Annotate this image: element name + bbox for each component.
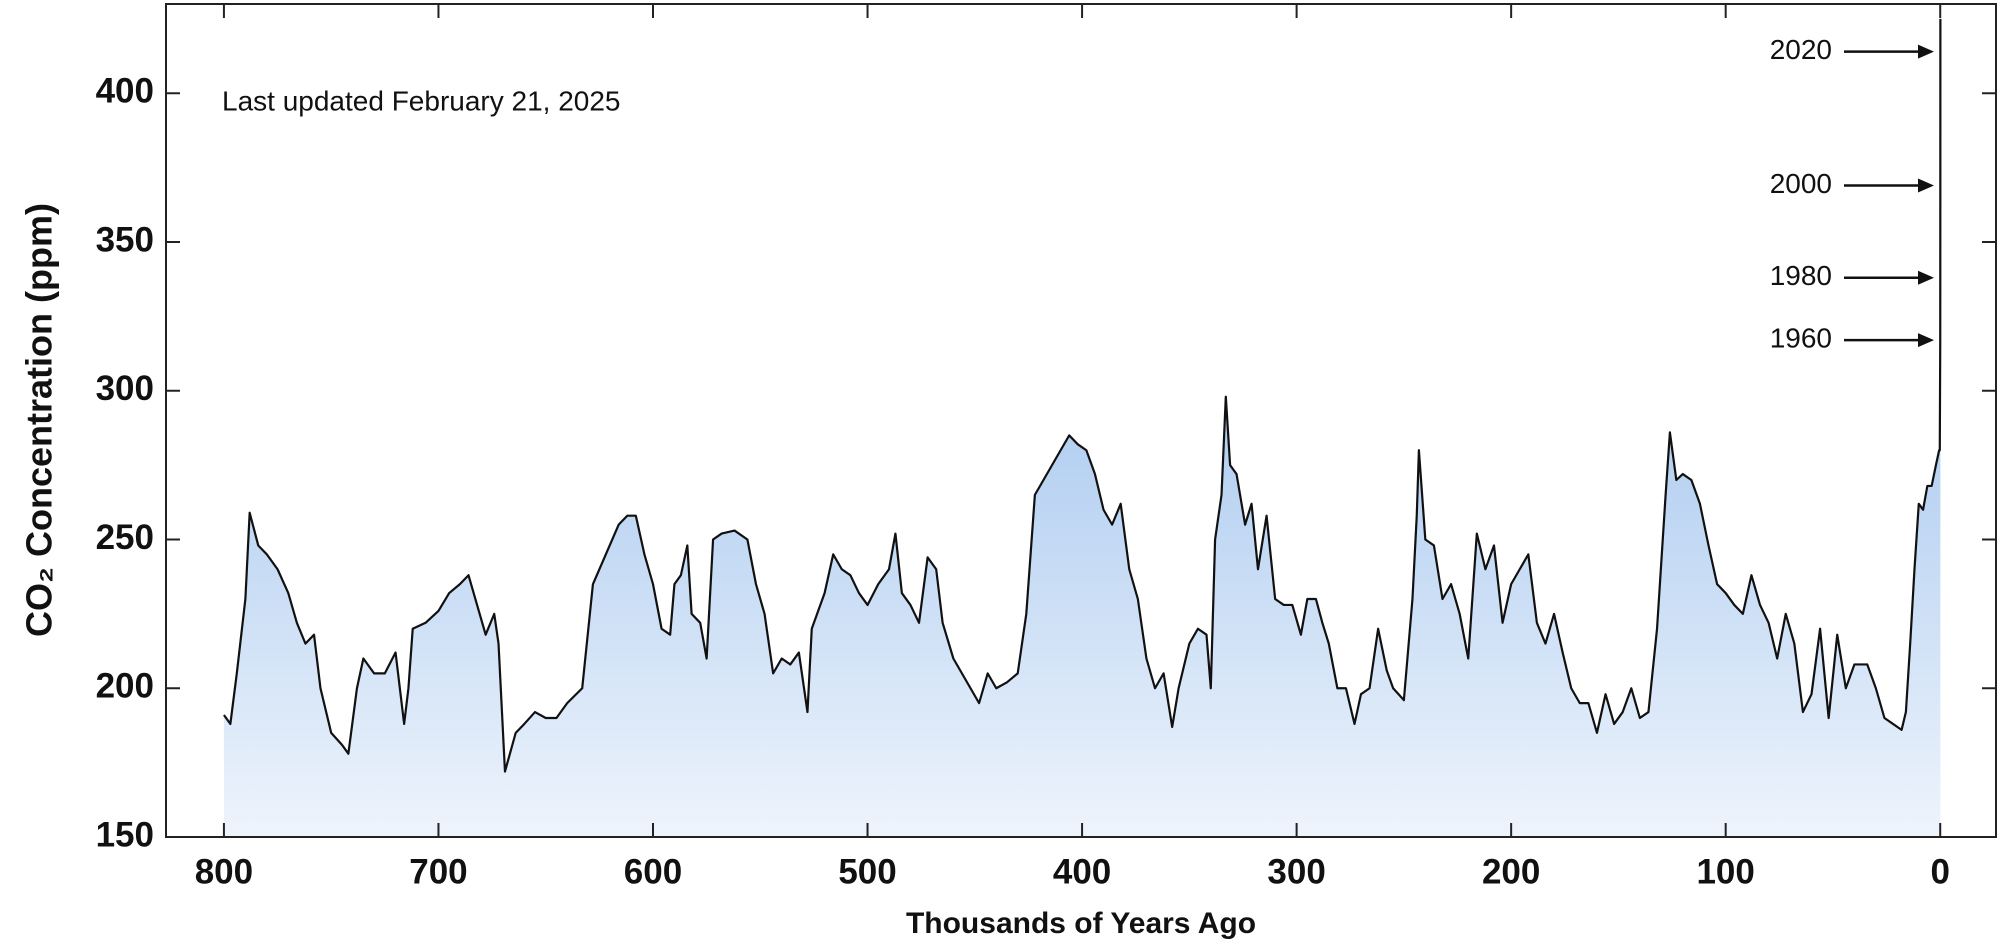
x-tick-label: 500 [838,852,896,891]
x-tick-label: 400 [1053,852,1111,891]
area-fill [223,18,1941,837]
y-tick-label: 150 [96,815,154,854]
y-tick-label: 300 [96,369,154,408]
x-tick-label: 0 [1930,852,1949,891]
x-tick-label: 300 [1267,852,1325,891]
co2-line [223,18,1942,773]
annotation-label: 1960 [1770,323,1832,354]
subtitle: Last updated February 21, 2025 [222,85,621,116]
arrow-head [1918,178,1934,193]
x-tick-label: 100 [1696,852,1754,891]
y-tick-label: 200 [96,667,154,706]
y-tick-label: 250 [96,518,154,557]
x-axis-label: Thousands of Years Ago [906,907,1256,940]
x-tick-label: 200 [1482,852,1540,891]
annotation-label: 1980 [1770,260,1832,291]
arrow-head [1918,270,1934,285]
x-tick-label: 700 [409,852,467,891]
x-tick-label: 600 [624,852,682,891]
arrow-head [1918,333,1934,348]
x-tick-label: 800 [195,852,253,891]
y-tick-label: 350 [96,220,154,259]
y-axis-label: CO₂ Concentration (ppm) [19,203,60,637]
annotation-label: 2020 [1770,34,1832,65]
plot-frame [165,3,1997,838]
y-tick-label: 400 [96,72,154,111]
annotation-label: 2000 [1770,168,1832,199]
arrow-head [1918,44,1934,59]
